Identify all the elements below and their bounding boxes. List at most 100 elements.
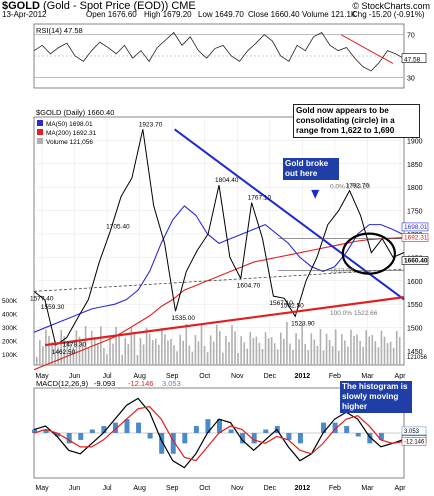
volume-tick-label: 400K <box>2 312 18 319</box>
fib-label: 1613.00 <box>330 268 354 275</box>
volume-bar <box>66 342 69 365</box>
macd-histogram-bar <box>378 433 384 440</box>
price-last-box <box>401 233 429 242</box>
volume-bar <box>273 343 276 365</box>
price-point-label: 1792.70 <box>346 183 370 190</box>
macd-histogram-bar <box>286 433 292 440</box>
volume-bar <box>301 322 303 365</box>
volume-bar <box>164 334 166 365</box>
volume-bar <box>298 339 300 365</box>
volume-bar <box>136 355 139 365</box>
volume-bar <box>328 340 331 365</box>
volume-bar <box>45 329 47 365</box>
macd-histogram-bar <box>147 433 153 439</box>
symbol: $GOLD <box>2 0 40 12</box>
rsi-tick-label: 70 <box>407 33 415 40</box>
price-last-label: 1660.40 <box>404 258 428 265</box>
macd-x-label: Sep <box>166 485 179 492</box>
breakout-arrow-icon <box>311 189 320 199</box>
macd-histogram-bar <box>228 429 234 433</box>
price-point-label: 1523.90 <box>291 320 315 327</box>
volume-bar <box>371 335 374 365</box>
legend-swatch <box>37 129 43 135</box>
price-panel-frame <box>33 116 405 366</box>
macd-histogram-bar <box>101 426 107 433</box>
volume-bar <box>90 330 93 365</box>
volume-bar <box>154 338 157 365</box>
macd-value-label: -9.093 <box>94 379 115 388</box>
macd-histogram-bar <box>32 429 37 433</box>
volume-bar <box>289 343 291 365</box>
quote-line: 13-Apr-2012 Open 1676.60 High 1679.20 Lo… <box>2 10 432 20</box>
volume-bar <box>264 332 267 365</box>
price-tick-label: 1900 <box>407 138 423 145</box>
macd-histogram-bar <box>355 433 361 437</box>
volume-bar <box>121 354 123 365</box>
macd-histogram-bar <box>251 433 257 444</box>
volume-bar <box>93 337 96 365</box>
price-tick-label: 1800 <box>407 185 423 192</box>
price-x-label: Oct <box>199 373 210 380</box>
volume-bar <box>203 346 206 365</box>
volume-bar <box>374 341 377 365</box>
volume-bar <box>219 331 221 365</box>
volume-bar <box>389 341 392 365</box>
quote-change: Chg -15.20 (-0.91%) <box>352 10 425 19</box>
volume-bar <box>310 333 313 365</box>
macd-histogram-bar <box>124 419 130 433</box>
volume-bar <box>383 336 386 365</box>
quote-close: Close 1660.40 <box>248 10 300 19</box>
macd-histogram-bar <box>297 433 303 444</box>
volume-bar <box>365 330 367 365</box>
volume-tick-label: 500K <box>2 298 18 305</box>
volume-bar <box>139 338 142 365</box>
price-x-label: Sep <box>166 373 179 380</box>
volume-bar <box>57 346 59 365</box>
volume-bar <box>215 324 218 365</box>
macd-x-label: Feb <box>329 485 341 492</box>
volume-bar <box>127 344 130 365</box>
volume-bar <box>276 349 279 365</box>
price-point-label: 1804.40 <box>215 177 239 184</box>
price-x-label: May <box>35 373 49 380</box>
volume-bar <box>130 327 133 365</box>
legend-swatch <box>37 120 43 126</box>
volume-bar <box>182 340 184 365</box>
macd-histogram-bar <box>55 433 61 437</box>
volume-bar <box>295 333 297 365</box>
ma200-line <box>33 237 405 371</box>
macd-x-label: Mar <box>361 485 374 492</box>
consolidation-circle <box>341 232 396 275</box>
price-point-label: 1577.40 <box>30 295 54 302</box>
volume-bar <box>392 347 395 365</box>
volume-bar <box>109 337 111 365</box>
volume-bar <box>145 327 148 365</box>
macd-title: MACD(12,26,9) <box>36 379 89 388</box>
quote-volume: Volume 121.1K <box>302 10 357 19</box>
macd-histogram-bar <box>66 433 72 444</box>
price-x-label: Jun <box>69 373 80 380</box>
annotation-broke-out: Gold broke out here <box>283 158 339 180</box>
rsi-line <box>33 31 405 72</box>
red-support-line <box>44 296 405 347</box>
price-x-label: Feb <box>329 373 341 380</box>
volume-bar <box>167 340 169 365</box>
legend-swatch <box>37 138 43 144</box>
volume-bar <box>191 351 194 365</box>
price-last-label: 1692.31 <box>404 235 428 242</box>
price-tick-label: 1500 <box>407 326 423 333</box>
macd-histogram-bar <box>344 426 350 433</box>
annotation-consolidating: Gold now appears to be consolidating (ci… <box>293 104 420 138</box>
volume-bar <box>280 332 282 365</box>
symbol-name: (Gold - Spot Price (EOD)) CME <box>42 0 196 12</box>
volume-bar <box>283 338 285 365</box>
volume-bar <box>322 350 325 365</box>
volume-bar <box>231 325 233 365</box>
legend-label: MA(50) 1698.01 <box>46 121 93 128</box>
volume-bar <box>206 352 209 365</box>
price-point-label: 1478.30 <box>63 342 87 349</box>
price-point-label: 1604.70 <box>237 283 261 290</box>
volume-bar <box>386 343 389 365</box>
volume-bar <box>377 347 380 365</box>
macd-last-box <box>401 437 427 446</box>
